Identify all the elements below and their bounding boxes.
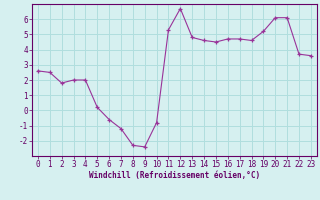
- X-axis label: Windchill (Refroidissement éolien,°C): Windchill (Refroidissement éolien,°C): [89, 171, 260, 180]
